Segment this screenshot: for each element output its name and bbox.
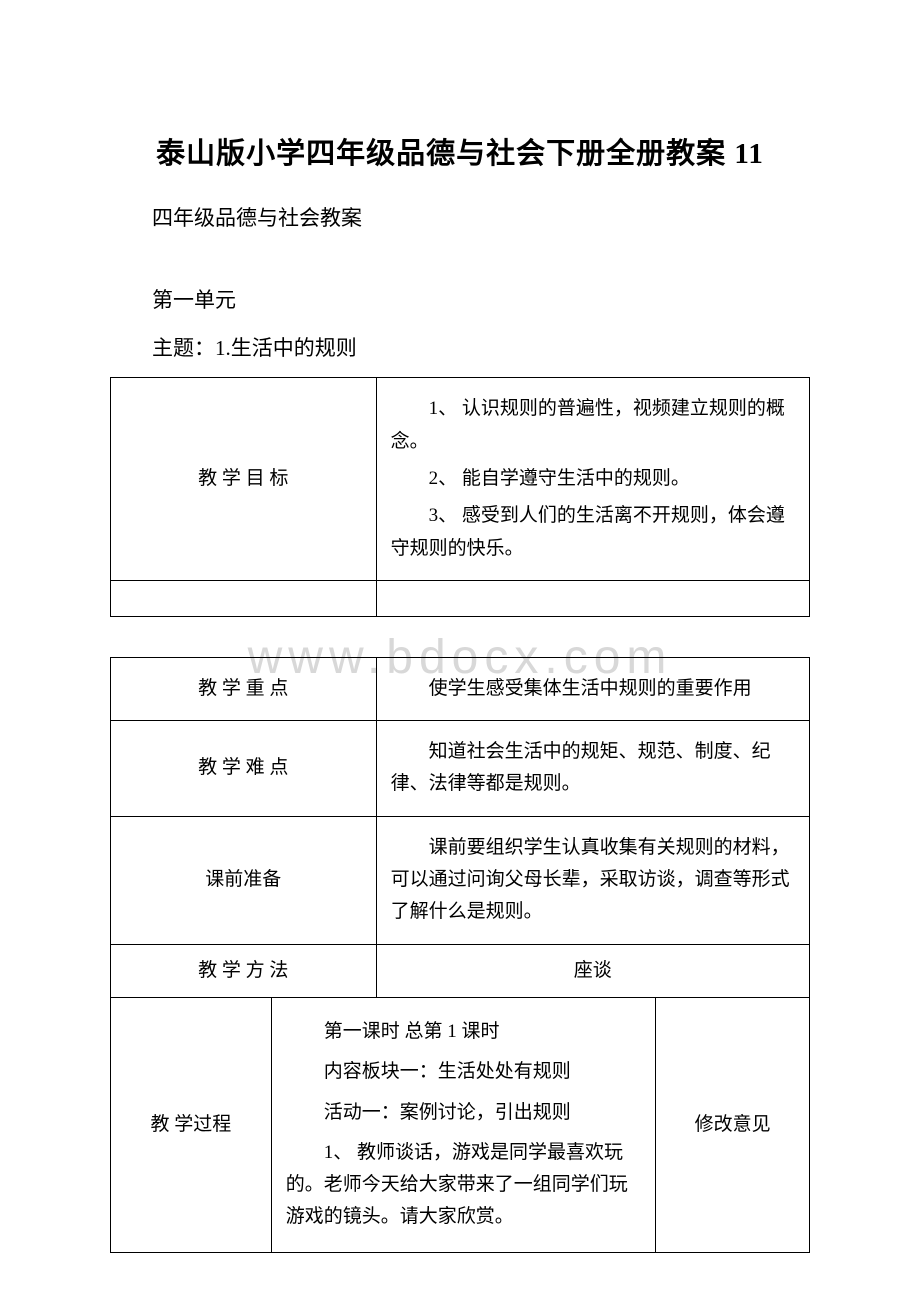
difficulty-label: 教 学 难 点	[111, 721, 377, 817]
preparation-label: 课前准备	[111, 816, 377, 944]
key-point-content: 使学生感受集体生活中规则的重要作用	[376, 657, 809, 720]
table-row: 教 学 方 法 座谈	[111, 944, 810, 997]
method-content: 座谈	[376, 944, 809, 997]
table-row: 教 学过程 第一课时 总第 1 课时 内容板块一：生活处处有规则 活动一：案例讨…	[111, 998, 810, 1252]
table-row: 课前准备 课前要组织学生认真收集有关规则的材料，可以通过问询父母长辈，采取访谈，…	[111, 816, 810, 944]
table-row: 教 学 难 点 知道社会生活中的规矩、规范、制度、纪律、法律等都是规则。	[111, 721, 810, 817]
table-row-empty	[111, 580, 810, 616]
content-text: 知道社会生活中的规矩、规范、制度、纪律、法律等都是规则。	[391, 736, 795, 801]
objective-item: 3、 感受到人们的生活离不开规则，体会遵守规则的快乐。	[391, 500, 795, 565]
process-line: 第一课时 总第 1 课时	[286, 1016, 641, 1048]
process-line: 内容板块一：生活处处有规则	[286, 1056, 641, 1088]
content-text: 课前要组织学生认真收集有关规则的材料，可以通过问询父母长辈，采取访谈，调查等形式…	[391, 832, 795, 929]
teaching-objective-label: 教 学 目 标	[111, 378, 377, 580]
document-subtitle: 四年级品德与社会教案	[110, 202, 810, 232]
process-content: 第一课时 总第 1 课时 内容板块一：生活处处有规则 活动一：案例讨论，引出规则…	[271, 998, 655, 1252]
table-row: 教 学 重 点 使学生感受集体生活中规则的重要作用	[111, 657, 810, 720]
objective-item: 1、 认识规则的普遍性，视频建立规则的概念。	[391, 393, 795, 458]
process-line: 1、 教师谈话，游戏是同学最喜欢玩的。老师今天给大家带来了一组同学们玩游戏的镜头…	[286, 1137, 641, 1234]
teaching-objective-content: 1、 认识规则的普遍性，视频建立规则的概念。 2、 能自学遵守生活中的规则。 3…	[376, 378, 809, 580]
empty-cell	[111, 580, 377, 616]
preparation-content: 课前要组织学生认真收集有关规则的材料，可以通过问询父母长辈，采取访谈，调查等形式…	[376, 816, 809, 944]
key-point-label: 教 学 重 点	[111, 657, 377, 720]
revision-label: 修改意见	[656, 998, 810, 1252]
topic-label: 主题：1.生活中的规则	[110, 332, 810, 366]
process-label: 教 学过程	[111, 998, 272, 1252]
content-text: 使学生感受集体生活中规则的重要作用	[391, 673, 795, 705]
lesson-table-2: 教 学 重 点 使学生感受集体生活中规则的重要作用 教 学 难 点 知道社会生活…	[110, 657, 810, 998]
objective-item: 2、 能自学遵守生活中的规则。	[391, 463, 795, 495]
lesson-table-3: 教 学过程 第一课时 总第 1 课时 内容板块一：生活处处有规则 活动一：案例讨…	[110, 998, 810, 1253]
empty-cell	[376, 580, 809, 616]
difficulty-content: 知道社会生活中的规矩、规范、制度、纪律、法律等都是规则。	[376, 721, 809, 817]
lesson-table-1: 教 学 目 标 1、 认识规则的普遍性，视频建立规则的概念。 2、 能自学遵守生…	[110, 377, 810, 616]
process-line: 活动一：案例讨论，引出规则	[286, 1097, 641, 1129]
method-label: 教 学 方 法	[111, 944, 377, 997]
document-title: 泰山版小学四年级品德与社会下册全册教案 11	[110, 130, 810, 172]
section-label: 第一单元	[110, 282, 810, 320]
table-row: 教 学 目 标 1、 认识规则的普遍性，视频建立规则的概念。 2、 能自学遵守生…	[111, 378, 810, 580]
